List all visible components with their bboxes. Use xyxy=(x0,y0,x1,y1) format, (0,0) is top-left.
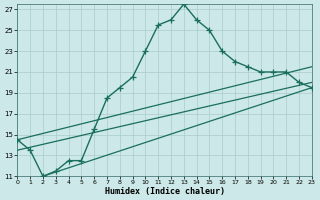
X-axis label: Humidex (Indice chaleur): Humidex (Indice chaleur) xyxy=(105,187,225,196)
